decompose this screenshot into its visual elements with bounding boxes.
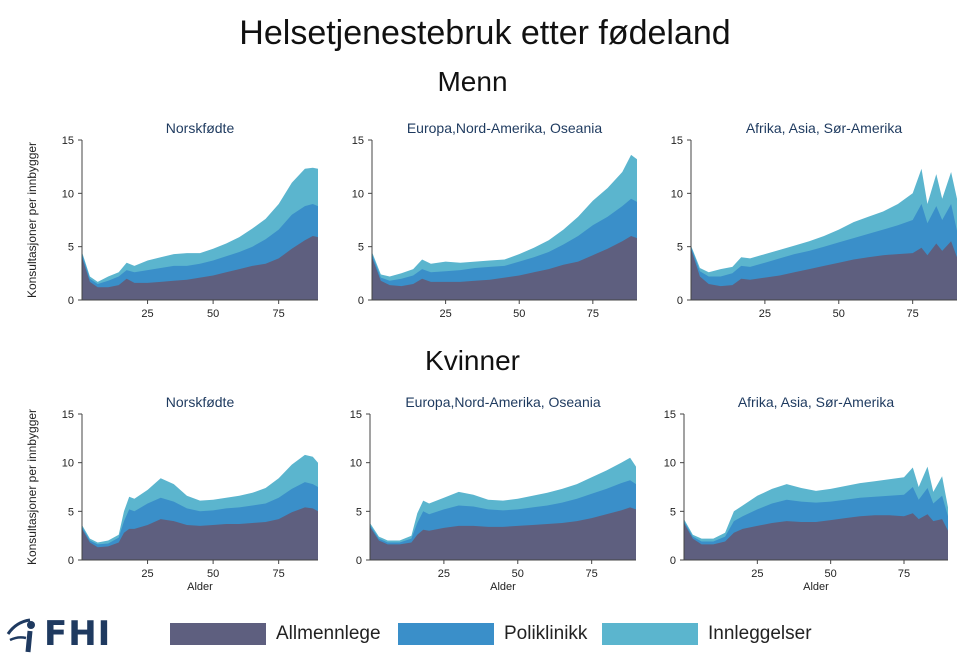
x-tick-label: 50 — [513, 308, 525, 320]
y-tick-label: 10 — [62, 188, 74, 200]
y-tick-label: 15 — [350, 409, 362, 421]
x-tick-label: 25 — [439, 308, 451, 320]
legend-swatch-innleggelser — [602, 623, 698, 645]
legend-label-poliklinikk: Poliklinikk — [504, 623, 588, 644]
x-tick-label: 25 — [751, 568, 763, 580]
y-tick-label: 5 — [68, 506, 74, 518]
x-tick-label: 75 — [907, 308, 919, 320]
fhi-logo-icon — [6, 618, 35, 653]
y-tick-label: 10 — [671, 188, 683, 200]
y-tick-label: 5 — [68, 242, 74, 254]
x-tick-label: 50 — [207, 568, 219, 580]
y-tick-label: 10 — [352, 188, 364, 200]
fhi-logo-text: FHI — [44, 614, 112, 654]
legend-swatch-allmennlege — [170, 623, 266, 645]
y-tick-label: 0 — [68, 295, 74, 307]
x-tick-label: 50 — [825, 568, 837, 580]
fhi-logo: FHI — [4, 614, 114, 656]
section-title-kvinner: Kvinner — [425, 345, 520, 376]
y-tick-label: 0 — [670, 555, 676, 567]
y-tick-label: 10 — [62, 458, 74, 470]
x-tick-label: 75 — [273, 568, 285, 580]
area-allmennlege — [82, 507, 318, 560]
section-title-menn: Menn — [437, 66, 508, 97]
y-axis-label: Konsultasjoner per innbygger — [25, 142, 39, 298]
x-tick-label: 75 — [587, 308, 599, 320]
y-tick-label: 0 — [677, 295, 683, 307]
y-tick-label: 5 — [356, 506, 362, 518]
y-tick-label: 15 — [664, 409, 676, 421]
y-tick-label: 15 — [671, 135, 683, 147]
x-tick-label: 25 — [438, 568, 450, 580]
y-tick-label: 10 — [350, 458, 362, 470]
y-tick-label: 0 — [358, 295, 364, 307]
x-tick-label: 50 — [207, 308, 219, 320]
area-allmennlege — [691, 241, 957, 300]
chart-panel-4: 0 5 10 15 25 50 75 Norskfødte Konsultasjoner per… — [25, 394, 318, 593]
y-tick-label: 15 — [62, 135, 74, 147]
y-tick-label: 5 — [358, 242, 364, 254]
legend-label-innleggelser: Innleggelser — [708, 623, 812, 644]
area-allmennlege — [82, 236, 318, 300]
x-tick-label: 25 — [759, 308, 771, 320]
chart-panel-6: 0 5 10 15 25 50 75 Afrika, Asia, Sør-Amerika Ald… — [664, 394, 948, 593]
x-tick-label: 75 — [273, 308, 285, 320]
y-tick-label: 0 — [356, 555, 362, 567]
panel-title: Norskfødte — [166, 120, 235, 136]
y-tick-label: 0 — [68, 555, 74, 567]
panel-title: Europa,Nord-Amerika, Oseania — [407, 120, 603, 136]
x-axis-label: Alder — [803, 581, 829, 593]
x-tick-label: 25 — [141, 308, 153, 320]
panel-title: Afrika, Asia, Sør-Amerika — [738, 394, 895, 410]
chart-panel-3: 0 5 10 15 25 50 75 Afrika, Asia, Sør-Amerika — [671, 120, 957, 320]
area-allmennlege — [370, 507, 636, 560]
y-tick-label: 5 — [677, 242, 683, 254]
chart-panel-5: 0 5 10 15 25 50 75 Europa,Nord-Amerika, Oseania… — [350, 394, 636, 593]
chart-panel-1: 0 5 10 15 25 50 75 Norskfødte Konsultasjoner per… — [25, 120, 318, 320]
x-tick-label: 75 — [898, 568, 910, 580]
area-allmennlege — [684, 513, 948, 560]
x-tick-label: 50 — [512, 568, 524, 580]
y-axis-label: Konsultasjoner per innbygger — [25, 409, 39, 565]
area-allmennlege — [372, 236, 637, 300]
legend-label-allmennlege: Allmennlege — [276, 623, 381, 644]
panel-title: Norskfødte — [166, 394, 235, 410]
x-tick-label: 75 — [586, 568, 598, 580]
x-tick-label: 25 — [141, 568, 153, 580]
x-axis-label: Alder — [490, 581, 516, 593]
page-title: Helsetjenestebruk etter fødeland — [239, 14, 731, 52]
chart-panel-2: 0 5 10 15 25 50 75 Europa,Nord-Amerika, Oseania — [352, 120, 637, 320]
y-tick-label: 10 — [664, 458, 676, 470]
x-tick-label: 50 — [833, 308, 845, 320]
y-tick-label: 5 — [670, 506, 676, 518]
x-axis-label: Alder — [187, 581, 213, 593]
y-tick-label: 15 — [62, 409, 74, 421]
legend-swatch-poliklinikk — [398, 623, 494, 645]
y-tick-label: 15 — [352, 135, 364, 147]
panel-title: Afrika, Asia, Sør-Amerika — [746, 120, 903, 136]
panel-title: Europa,Nord-Amerika, Oseania — [405, 394, 601, 410]
